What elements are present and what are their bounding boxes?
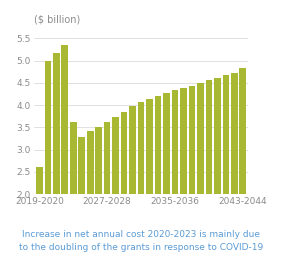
- Text: ($ billion): ($ billion): [34, 15, 80, 25]
- Bar: [129, 106, 136, 257]
- Bar: [146, 99, 153, 257]
- Bar: [121, 112, 127, 257]
- Bar: [222, 75, 229, 257]
- Bar: [87, 131, 94, 257]
- Bar: [138, 102, 144, 257]
- Text: Increase in net annual cost 2020-2023 is mainly due
to the doubling of the grant: Increase in net annual cost 2020-2023 is…: [19, 230, 263, 252]
- Bar: [180, 88, 187, 257]
- Bar: [70, 122, 76, 257]
- Bar: [197, 83, 204, 257]
- Bar: [206, 80, 212, 257]
- Bar: [104, 122, 111, 257]
- Bar: [231, 73, 238, 257]
- Bar: [45, 61, 51, 257]
- Bar: [172, 90, 178, 257]
- Bar: [163, 93, 170, 257]
- Bar: [112, 117, 119, 257]
- Bar: [214, 78, 221, 257]
- Bar: [155, 96, 161, 257]
- Bar: [78, 137, 85, 257]
- Bar: [95, 126, 102, 257]
- Bar: [189, 86, 195, 257]
- Bar: [61, 45, 68, 257]
- Bar: [239, 68, 246, 257]
- Bar: [36, 167, 43, 257]
- Bar: [53, 53, 60, 257]
